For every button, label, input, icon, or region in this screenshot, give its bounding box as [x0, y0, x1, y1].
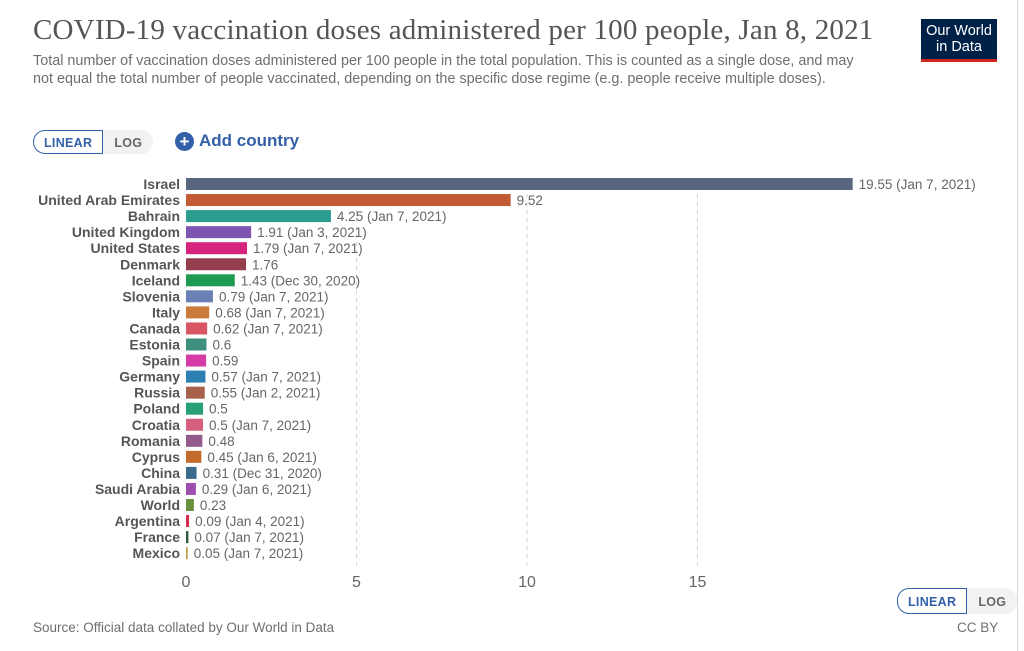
- bar: [186, 210, 331, 223]
- bar: [186, 499, 194, 511]
- chart-title: COVID-19 vaccination doses administered …: [33, 14, 874, 46]
- bar-value-label: 0.59: [212, 354, 238, 369]
- bar-label: Mexico: [133, 545, 180, 561]
- x-tick-label: 15: [689, 574, 707, 591]
- bar-label: France: [134, 529, 180, 545]
- add-country-button[interactable]: + Add country: [175, 131, 299, 151]
- bar: [186, 434, 203, 447]
- bar-value-label: 9.52: [517, 193, 543, 208]
- linear-scale-button[interactable]: LINEAR: [33, 130, 104, 154]
- bar: [186, 515, 190, 528]
- bar-value-label: 0.57 (Jan 7, 2021): [211, 370, 321, 385]
- bar-value-label: 1.79 (Jan 7, 2021): [253, 241, 363, 256]
- bar-value-label: 1.76: [252, 257, 278, 272]
- frame-border: [1017, 0, 1018, 651]
- bar: [186, 338, 207, 351]
- x-tick-label: 0: [182, 574, 191, 591]
- bar: [186, 547, 188, 560]
- bar-value-label: 0.29 (Jan 6, 2021): [202, 482, 312, 497]
- log-scale-button[interactable]: LOG: [103, 130, 154, 154]
- bar-value-label: 0.31 (Dec 31, 2020): [203, 466, 322, 481]
- bar-value-label: 0.55 (Jan 2, 2021): [211, 386, 321, 401]
- bar-value-label: 1.91 (Jan 3, 2021): [257, 225, 367, 240]
- bar: [186, 258, 247, 271]
- bar-label: Argentina: [115, 513, 181, 529]
- chart-subtitle: Total number of vaccination doses admini…: [33, 53, 854, 87]
- bar: [186, 226, 252, 239]
- bar-label: Germany: [119, 369, 180, 385]
- owid-logo[interactable]: Our World in Data: [921, 19, 997, 62]
- bar-chart: 0 5 10 15 Israel 19.55 (Jan 7, 2021) United Ar…: [38, 176, 976, 591]
- bar-label: Canada: [129, 320, 180, 336]
- logo-line-2: in Data: [936, 39, 982, 55]
- license-link[interactable]: CC BY: [957, 620, 999, 635]
- bar-label: Poland: [133, 401, 180, 417]
- bar-value-label: 0.48: [208, 434, 234, 449]
- bar: [186, 386, 205, 399]
- bar-value-label: 0.45 (Jan 6, 2021): [207, 450, 317, 465]
- bar: [186, 306, 210, 319]
- bar-value-label: 0.62 (Jan 7, 2021): [213, 321, 323, 336]
- bar-value-label: 0.07 (Jan 7, 2021): [194, 530, 304, 545]
- scale-toggle: LINEAR LOG: [33, 130, 154, 154]
- bar-label: United Arab Emirates: [38, 192, 180, 208]
- logo-line-1: Our World: [926, 23, 992, 39]
- bar: [186, 466, 197, 479]
- bar-label: Saudi Arabia: [95, 481, 180, 497]
- bar-label: China: [141, 465, 180, 481]
- bar-label: Spain: [142, 353, 180, 369]
- bar-value-label: 19.55 (Jan 7, 2021): [859, 177, 976, 192]
- bar-value-label: 0.79 (Jan 7, 2021): [219, 289, 329, 304]
- bar-label: Croatia: [132, 417, 180, 433]
- bar-label: Romania: [121, 433, 180, 449]
- bar-label: Italy: [152, 304, 180, 320]
- bar-value-label: 0.05 (Jan 7, 2021): [194, 546, 304, 561]
- bar-value-label: 0.6: [212, 338, 231, 353]
- bar: [186, 402, 204, 415]
- bar: [186, 418, 204, 431]
- bar-label: Cyprus: [132, 449, 180, 465]
- bar-label: Iceland: [132, 272, 180, 288]
- bar: [186, 194, 511, 207]
- bar-value-label: 4.25 (Jan 7, 2021): [337, 209, 447, 224]
- bar: [186, 531, 189, 544]
- x-tick-label: 5: [352, 574, 361, 591]
- bar-value-label: 0.09 (Jan 4, 2021): [195, 514, 305, 529]
- axis-linear-button[interactable]: LINEAR: [897, 588, 968, 614]
- bar: [186, 482, 196, 495]
- bar-label: Russia: [134, 385, 180, 401]
- bar-value-label: 0.23: [200, 498, 226, 513]
- bar-value-label: 0.68 (Jan 7, 2021): [215, 305, 325, 320]
- bar-value-label: 0.5 (Jan 7, 2021): [209, 418, 311, 433]
- plus-circle-icon: +: [175, 131, 194, 151]
- bar-value-label: 0.5: [209, 402, 228, 417]
- bar: [186, 370, 206, 383]
- bar: [186, 274, 235, 287]
- bar-label: World: [141, 497, 180, 513]
- bar: [186, 242, 248, 255]
- bar-label: Israel: [143, 176, 180, 192]
- bar: [186, 450, 202, 463]
- bar: [186, 354, 207, 367]
- x-tick-label: 10: [518, 574, 536, 591]
- bar-label: Bahrain: [128, 208, 180, 224]
- bar: [186, 322, 208, 335]
- bar: [186, 178, 853, 190]
- bar-value-label: 1.43 (Dec 30, 2020): [241, 273, 360, 288]
- bar: [186, 290, 213, 303]
- bar-label: Slovenia: [122, 288, 180, 304]
- source-note[interactable]: Source: Official data collated by Our Wo…: [33, 620, 335, 635]
- bar-label: Estonia: [129, 337, 180, 353]
- add-country-label: Add country: [199, 131, 300, 150]
- bar-label: Denmark: [120, 256, 180, 272]
- axis-log-button[interactable]: LOG: [967, 588, 1018, 614]
- axis-scale-toggle: LINEAR LOG: [897, 588, 1018, 614]
- bar-label: United Kingdom: [72, 224, 180, 240]
- bar-label: United States: [91, 240, 181, 256]
